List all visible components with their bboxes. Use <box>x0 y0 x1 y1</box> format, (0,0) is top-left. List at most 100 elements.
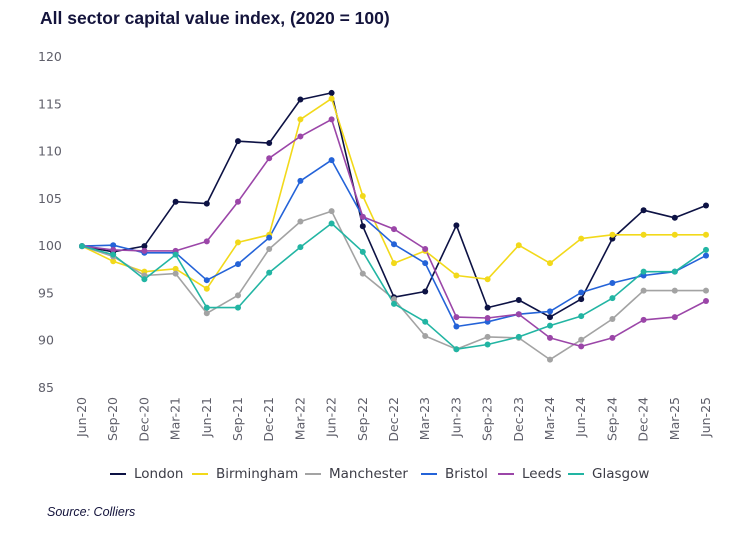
data-point-birmingham <box>515 242 522 249</box>
y-tick-label: 90 <box>38 333 54 348</box>
data-point-birmingham <box>110 258 117 265</box>
data-point-london <box>578 296 585 303</box>
data-point-glasgow <box>172 251 179 258</box>
x-tick-label: Mar-24 <box>542 397 557 440</box>
legend-swatch <box>192 473 208 475</box>
data-point-glasgow <box>609 295 616 302</box>
legend-label: London <box>134 466 184 482</box>
data-point-manchester <box>547 356 553 363</box>
x-tick-label: Jun-22 <box>324 397 339 438</box>
legend-label: Manchester <box>329 466 408 482</box>
x-tick-label: Jun-21 <box>199 397 214 438</box>
x-tick-label: Jun-24 <box>573 397 588 438</box>
legend-item-london: London <box>110 466 184 482</box>
data-point-glasgow <box>391 300 397 307</box>
data-point-glasgow <box>515 333 522 340</box>
x-tick-label: Dec-23 <box>511 397 526 442</box>
data-point-birmingham <box>235 239 241 246</box>
data-point-glasgow <box>703 246 709 253</box>
data-point-birmingham <box>578 235 585 242</box>
data-point-birmingham <box>391 260 397 267</box>
y-tick-label: 120 <box>38 49 62 64</box>
data-point-birmingham <box>640 231 647 238</box>
data-point-glasgow <box>203 304 210 311</box>
x-tick-label: Jun-25 <box>698 397 713 438</box>
data-point-glasgow <box>640 268 647 275</box>
data-point-manchester <box>172 270 179 277</box>
data-point-leeds <box>578 343 585 350</box>
data-point-leeds <box>141 247 148 254</box>
data-point-leeds <box>203 238 210 245</box>
data-point-london <box>484 304 491 311</box>
data-point-manchester <box>640 287 647 294</box>
legend-swatch <box>305 473 321 475</box>
x-tick-label: Mar-23 <box>417 397 432 440</box>
data-point-leeds <box>609 334 616 341</box>
data-point-bristol <box>203 277 210 284</box>
data-point-leeds <box>359 213 366 220</box>
x-tick-label: Sep-21 <box>230 397 245 441</box>
data-point-leeds <box>703 297 709 304</box>
data-point-leeds <box>422 245 429 252</box>
legend-item-bristol: Bristol <box>421 466 488 482</box>
data-point-manchester <box>484 333 491 340</box>
data-point-birmingham <box>609 231 616 238</box>
legend-label: Glasgow <box>592 466 650 482</box>
data-point-manchester <box>578 336 585 343</box>
data-point-leeds <box>110 246 117 253</box>
legend-item-glasgow: Glasgow <box>568 466 649 482</box>
data-point-glasgow <box>141 276 148 283</box>
data-point-london <box>235 138 241 145</box>
data-point-leeds <box>328 116 335 123</box>
data-point-birmingham <box>484 276 491 283</box>
data-point-glasgow <box>328 220 335 227</box>
data-point-manchester <box>422 332 429 339</box>
chart-legend: London Birmingham Manchester Bristol Leeds Gl… <box>0 466 747 486</box>
data-point-birmingham <box>328 95 335 102</box>
data-point-glasgow <box>453 346 460 353</box>
data-point-london <box>328 89 335 96</box>
y-tick-label: 95 <box>38 285 54 300</box>
data-point-manchester <box>266 245 273 252</box>
chart-title: All sector capital value index, (2020 = … <box>40 8 390 28</box>
x-tick-label: Jun-20 <box>74 397 89 438</box>
data-point-birmingham <box>671 231 678 238</box>
x-tick-label: Mar-21 <box>168 397 183 440</box>
legend-item-birmingham: Birmingham <box>192 466 298 482</box>
data-point-london <box>141 243 148 250</box>
data-point-bristol <box>391 241 397 248</box>
x-tick-label: Jun-23 <box>448 397 463 438</box>
data-point-bristol <box>453 323 460 330</box>
x-tick-label: Sep-24 <box>604 397 619 441</box>
data-point-bristol <box>235 261 241 268</box>
data-point-manchester <box>235 292 241 299</box>
data-point-glasgow <box>266 269 273 276</box>
y-axis-ticks: 85 90 95 100 105 110 115 120 <box>38 49 62 395</box>
data-point-london <box>297 96 304 103</box>
data-point-bristol <box>703 252 709 259</box>
data-point-birmingham <box>203 285 210 292</box>
data-point-glasgow <box>297 244 304 251</box>
series-points <box>79 89 709 363</box>
data-point-london <box>422 288 429 295</box>
data-point-manchester <box>391 296 397 303</box>
data-point-leeds <box>297 133 304 140</box>
x-tick-label: Dec-24 <box>636 397 651 442</box>
data-point-london <box>640 207 647 214</box>
x-tick-label: Mar-22 <box>292 397 307 440</box>
legend-label: Bristol <box>445 466 488 482</box>
data-point-london <box>359 223 366 230</box>
data-point-leeds <box>640 316 647 323</box>
data-point-london <box>515 297 522 304</box>
data-point-birmingham <box>547 260 553 267</box>
data-point-leeds <box>391 226 397 233</box>
legend-label: Leeds <box>522 466 562 482</box>
data-point-birmingham <box>172 265 179 272</box>
source-note: Source: Colliers <box>47 505 136 519</box>
data-point-manchester <box>671 287 678 294</box>
data-point-glasgow <box>422 318 429 325</box>
data-point-leeds <box>547 334 553 341</box>
data-point-london <box>172 198 179 205</box>
data-point-leeds <box>515 311 522 318</box>
data-point-glasgow <box>235 304 241 311</box>
